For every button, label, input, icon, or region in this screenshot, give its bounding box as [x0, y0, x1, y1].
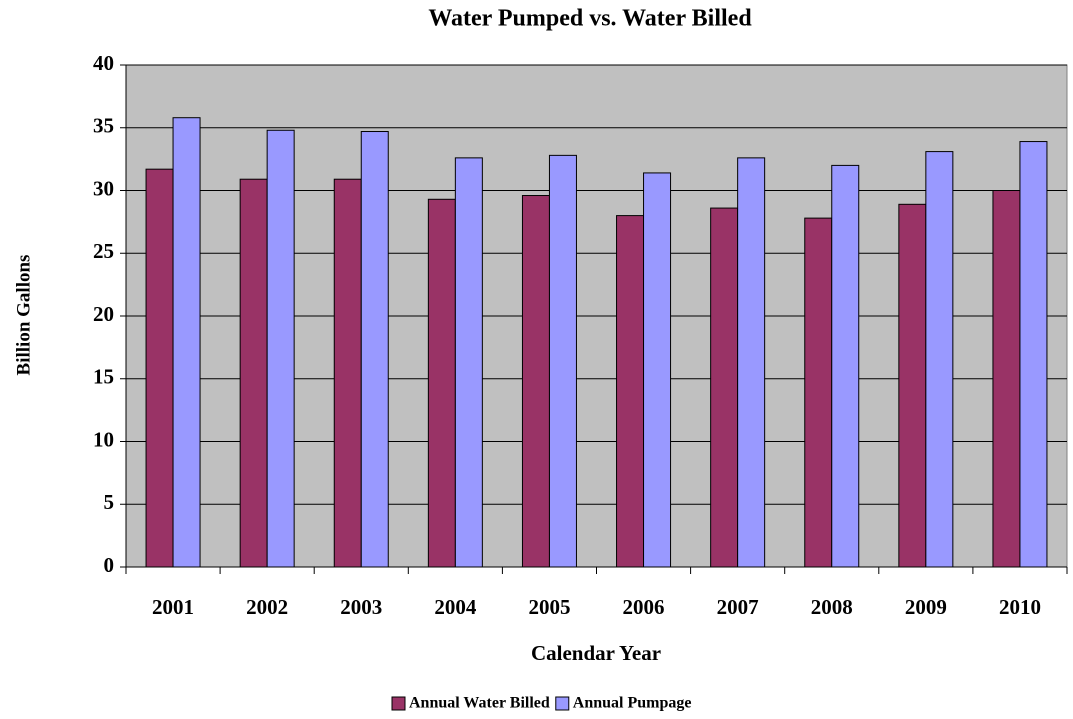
legend-swatch	[391, 696, 406, 711]
y-tick-label: 30	[93, 176, 114, 200]
bar	[831, 164, 860, 568]
y-tick-label: 15	[93, 365, 114, 389]
legend-label: Annual Pumpage	[573, 695, 692, 712]
bar	[145, 168, 174, 568]
chart-title: Water Pumped vs. Water Billed	[428, 6, 752, 32]
bar	[521, 195, 550, 568]
y-tick-label: 5	[104, 490, 115, 514]
bar	[1019, 141, 1048, 568]
bar	[454, 157, 483, 568]
x-tick-label: 2010	[999, 595, 1041, 619]
bar	[427, 198, 456, 568]
x-tick-label: 2007	[717, 595, 759, 619]
y-tick-label: 35	[93, 114, 114, 138]
x-axis-label: Calendar Year	[531, 641, 661, 665]
y-tick-label: 20	[93, 302, 114, 326]
legend-swatch	[555, 696, 570, 711]
bar	[898, 203, 927, 568]
bar	[925, 151, 954, 568]
x-tick-label: 2006	[623, 595, 665, 619]
y-tick-label: 0	[104, 553, 115, 577]
legend-label: Annual Water Billed	[409, 695, 550, 712]
bar	[710, 207, 739, 568]
bar	[992, 190, 1021, 568]
bar	[804, 217, 833, 568]
x-tick-label: 2005	[528, 595, 570, 619]
bar	[643, 172, 672, 568]
x-tick-label: 2001	[152, 595, 194, 619]
y-tick-label: 40	[93, 51, 114, 75]
y-tick-label: 10	[93, 427, 114, 451]
y-axis-label: Billion Gallons	[13, 255, 34, 376]
bar	[333, 178, 362, 568]
bar	[239, 178, 268, 568]
bar	[737, 157, 766, 568]
x-tick-label: 2008	[811, 595, 853, 619]
bar	[548, 154, 577, 568]
bar	[360, 131, 389, 568]
x-tick-label: 2003	[340, 595, 382, 619]
bar	[172, 117, 201, 568]
bar	[616, 215, 645, 568]
x-tick-label: 2002	[246, 595, 288, 619]
x-tick-label: 2004	[434, 595, 477, 619]
bar	[266, 129, 295, 568]
y-tick-label: 25	[93, 239, 114, 263]
x-tick-label: 2009	[905, 595, 947, 619]
